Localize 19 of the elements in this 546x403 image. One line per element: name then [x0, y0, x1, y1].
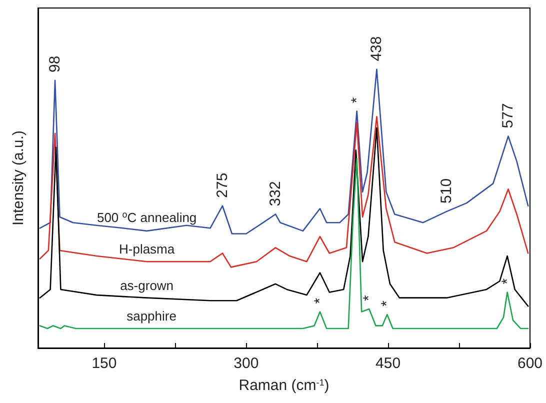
annotation: 510 — [438, 178, 456, 204]
annotation: * — [360, 294, 378, 301]
x-tick-label: 600 — [517, 355, 543, 372]
annotation: * — [498, 278, 516, 284]
annotation: 332 — [266, 181, 284, 206]
y-axis-title: Intensity (a.u.) — [10, 130, 27, 226]
series-label: H-plasma — [118, 242, 176, 257]
annotation: * — [378, 300, 396, 307]
annotation: 577 — [500, 103, 517, 128]
x-tick-label: 150 — [92, 355, 117, 372]
annotation: * — [348, 97, 366, 104]
series-label: as-grown — [120, 278, 174, 293]
annotation: 438 — [368, 36, 386, 62]
annotation: 275 — [214, 172, 231, 198]
annotation: 98 — [46, 56, 64, 72]
x-tick-label: 300 — [234, 355, 259, 372]
annotation: * — [311, 298, 328, 304]
x-tick-label: 450 — [376, 355, 401, 372]
series-label: sapphire — [126, 308, 176, 324]
